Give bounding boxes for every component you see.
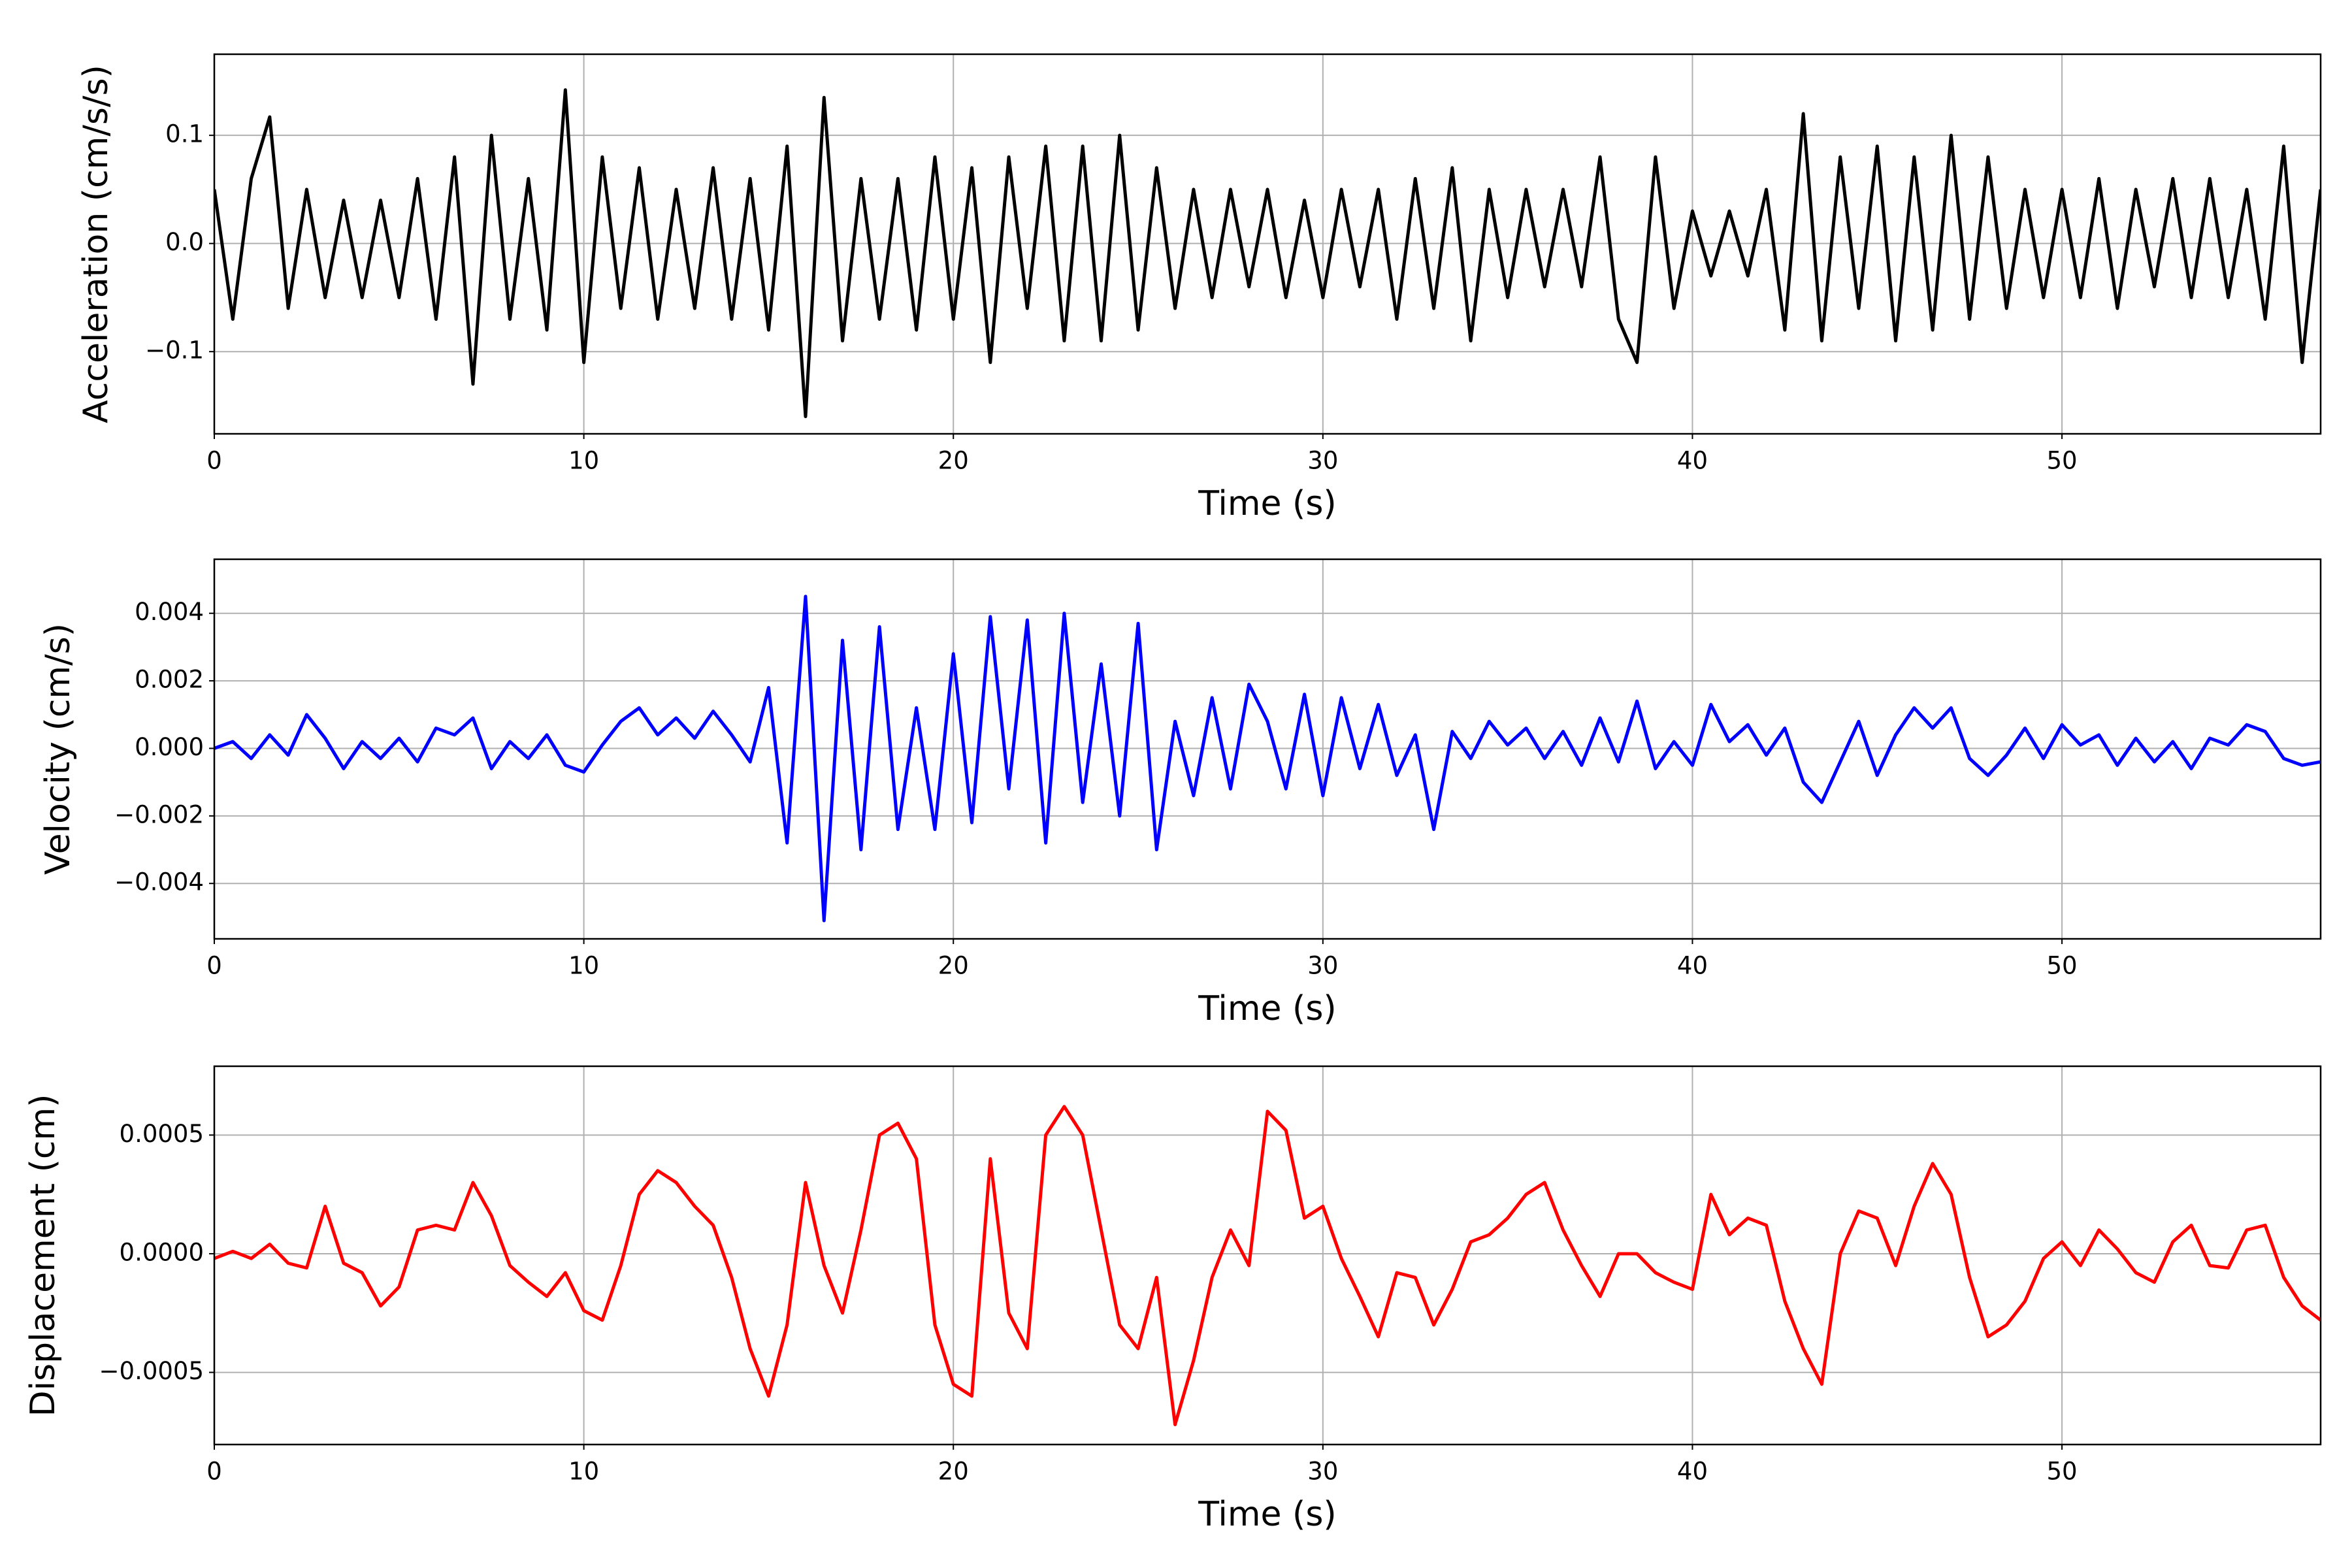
- x-tick-label: 0: [206, 952, 222, 980]
- x-tick-label: 50: [2047, 952, 2078, 980]
- x-tick-label: 10: [568, 952, 599, 980]
- x-tick-label: 0: [206, 447, 222, 475]
- data-line: [214, 595, 2321, 923]
- x-tick-label: 30: [1307, 447, 1338, 475]
- y-tick-label: 0.0: [165, 228, 204, 256]
- x-axis-label: Time (s): [1198, 989, 1336, 1028]
- x-axis-label: Time (s): [1198, 484, 1336, 523]
- x-tick-label: 50: [2047, 447, 2078, 475]
- plot-frame: [213, 1065, 2322, 1446]
- y-tick-label: 0.0000: [120, 1238, 204, 1266]
- x-tick-label: 50: [2047, 1458, 2078, 1486]
- x-tick-label: 10: [568, 1458, 599, 1486]
- y-tick-label: −0.0005: [99, 1357, 204, 1385]
- y-axis-label: Velocity (cm/s): [39, 623, 78, 875]
- x-tick-label: 20: [938, 952, 969, 980]
- x-tick-label: 40: [1677, 952, 1708, 980]
- x-tick-label: 20: [938, 447, 969, 475]
- plot-frame: [213, 558, 2322, 940]
- y-tick-label: 0.0005: [120, 1120, 204, 1148]
- x-tick-label: 0: [206, 1458, 222, 1486]
- y-tick-label: −0.1: [145, 336, 204, 365]
- y-tick-label: −0.004: [114, 868, 204, 896]
- y-tick-label: 0.000: [135, 733, 204, 761]
- x-tick-label: 30: [1307, 952, 1338, 980]
- y-axis-label: Displacement (cm): [24, 1094, 63, 1417]
- x-tick-label: 20: [938, 1458, 969, 1486]
- y-tick-label: 0.1: [165, 120, 204, 148]
- x-tick-label: 40: [1677, 1458, 1708, 1486]
- x-tick-label: 40: [1677, 447, 1708, 475]
- y-axis-label: Acceleration (cm/s/s): [76, 65, 116, 423]
- y-tick-label: −0.002: [114, 800, 204, 828]
- y-tick-label: 0.002: [135, 666, 204, 694]
- data-line: [214, 88, 2321, 419]
- x-tick-label: 10: [568, 447, 599, 475]
- data-line: [214, 1105, 2321, 1426]
- y-tick-label: 0.004: [135, 598, 204, 626]
- plot-frame: [213, 53, 2322, 435]
- x-tick-label: 30: [1307, 1458, 1338, 1486]
- x-axis-label: Time (s): [1198, 1495, 1336, 1534]
